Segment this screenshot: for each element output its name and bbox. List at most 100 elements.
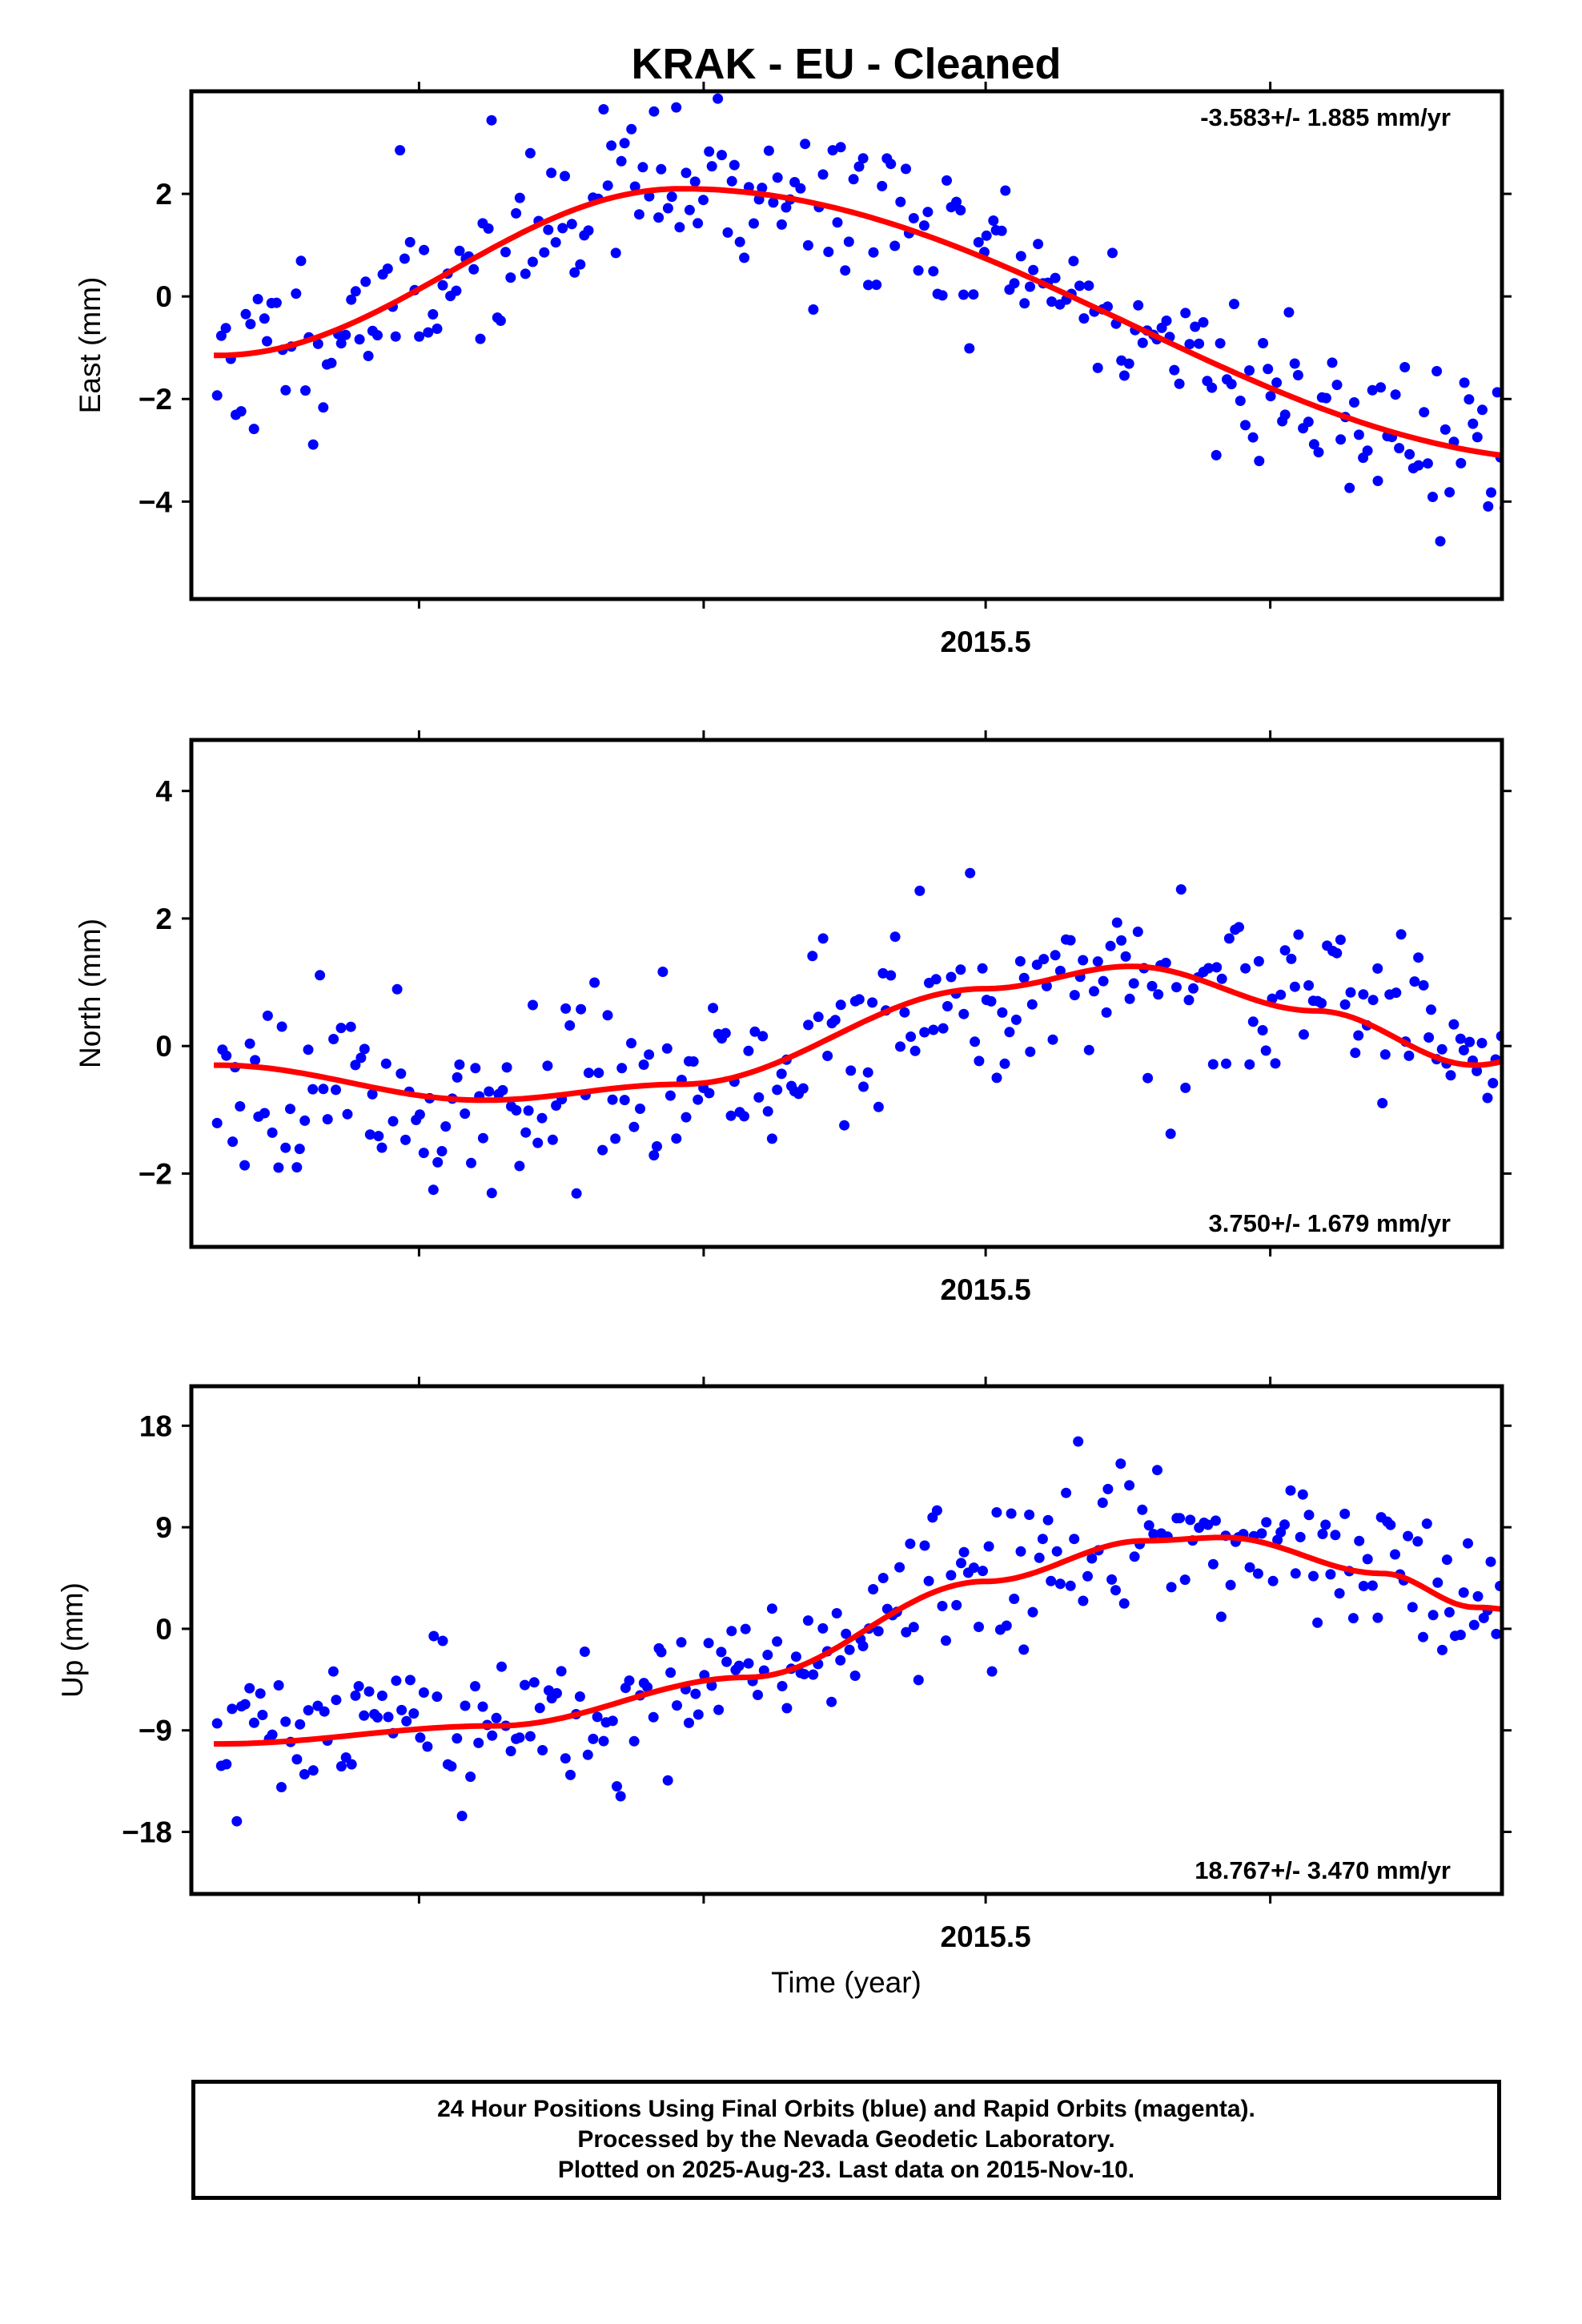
- data-point: [1345, 987, 1356, 998]
- data-point: [248, 424, 259, 435]
- data-point: [363, 1686, 375, 1697]
- data-point: [1124, 993, 1135, 1004]
- data-point: [1492, 387, 1502, 398]
- data-point: [1289, 358, 1300, 369]
- data-point: [588, 1733, 599, 1744]
- data-point: [662, 203, 673, 214]
- data-point: [1256, 1528, 1267, 1539]
- data-point: [1509, 1047, 1520, 1057]
- data-point: [1037, 1534, 1048, 1545]
- data-point: [589, 977, 600, 988]
- data-point: [276, 1782, 287, 1793]
- data-point: [1133, 300, 1144, 311]
- x-tick-label: 2015.5: [941, 1273, 1031, 1306]
- data-point: [1404, 448, 1415, 460]
- data-point: [465, 1771, 476, 1783]
- data-point: [1118, 370, 1130, 381]
- data-point: [841, 1628, 852, 1639]
- data-point: [307, 1765, 319, 1776]
- panel-2: 4 2 0 −2 2015.5 North (mm) 3.750+/- 1.679 mm/y…: [74, 730, 1582, 1306]
- data-point: [624, 1675, 635, 1687]
- data-point: [1367, 384, 1378, 396]
- data-point: [565, 1769, 576, 1780]
- data-point: [858, 1081, 869, 1092]
- data-point: [244, 1038, 255, 1049]
- data-point: [1111, 917, 1122, 928]
- data-point: [598, 104, 609, 115]
- data-point: [1325, 1569, 1336, 1580]
- data-point: [1180, 308, 1191, 319]
- data-point: [974, 1055, 985, 1067]
- data-point: [1152, 1465, 1162, 1476]
- data-point: [1229, 299, 1239, 310]
- data-point: [1261, 1517, 1272, 1528]
- data-point: [350, 1059, 361, 1071]
- data-point: [1271, 377, 1283, 388]
- data-point: [1455, 1630, 1466, 1640]
- data-point: [1265, 391, 1276, 402]
- fit-curve: [214, 963, 1502, 1104]
- data-point: [690, 1688, 701, 1699]
- data-point: [1257, 1025, 1268, 1035]
- data-point: [593, 1068, 604, 1079]
- data-point: [231, 1815, 243, 1827]
- footer-line-2: Processed by the Nevada Geodetic Laborat…: [577, 2126, 1115, 2153]
- data-point: [399, 253, 410, 264]
- data-point: [583, 1068, 594, 1079]
- data-point: [346, 294, 357, 305]
- data-point: [831, 1608, 842, 1618]
- data-point: [853, 161, 865, 172]
- data-point: [477, 1132, 488, 1144]
- data-point: [1566, 1647, 1576, 1657]
- data-point: [1421, 1518, 1432, 1530]
- data-point: [781, 1703, 793, 1714]
- data-point: [1047, 1034, 1058, 1045]
- data-point: [832, 217, 843, 228]
- data-point: [318, 402, 329, 413]
- data-point: [849, 1671, 861, 1681]
- data-point: [901, 1626, 912, 1638]
- data-point: [1555, 1561, 1565, 1571]
- data-point: [418, 1148, 429, 1159]
- data-point: [342, 1108, 353, 1120]
- data-point: [1580, 1046, 1582, 1056]
- rate-label: -3.583+/- 1.885 mm/yr: [1200, 103, 1451, 131]
- data-point: [355, 1052, 367, 1063]
- data-point: [638, 1059, 649, 1070]
- data-point: [380, 1058, 391, 1069]
- data-point: [1375, 382, 1387, 393]
- data-point: [267, 1127, 278, 1138]
- data-point: [285, 1104, 295, 1115]
- data-point: [1086, 1553, 1098, 1564]
- fit-curve: [214, 1534, 1502, 1747]
- data-point: [1069, 990, 1080, 1001]
- data-point: [1303, 1510, 1315, 1521]
- data-point: [470, 1063, 481, 1074]
- data-point: [973, 237, 984, 247]
- data-point: [1308, 1570, 1319, 1582]
- data-point: [539, 247, 550, 258]
- data-point: [1574, 1684, 1582, 1695]
- data-point: [312, 338, 323, 349]
- data-point: [633, 209, 644, 220]
- data-point: [1537, 1665, 1548, 1675]
- data-point: [768, 197, 779, 208]
- data-point: [1320, 392, 1331, 404]
- data-point: [1050, 950, 1061, 961]
- data-point: [1188, 983, 1199, 994]
- data-point: [889, 931, 901, 943]
- data-point: [335, 1761, 347, 1772]
- data-point: [1491, 1628, 1502, 1639]
- data-point: [763, 145, 774, 156]
- data-point: [908, 1622, 919, 1633]
- data-point: [766, 1603, 777, 1614]
- data-point: [1367, 995, 1379, 1006]
- data-point: [1303, 416, 1314, 428]
- data-point: [1293, 929, 1304, 940]
- data-point: [354, 334, 365, 345]
- data-point: [717, 150, 727, 161]
- data-point: [546, 167, 557, 179]
- data-point: [299, 1769, 310, 1779]
- data-point: [221, 1759, 232, 1770]
- y-tick-label: 0: [155, 1613, 172, 1646]
